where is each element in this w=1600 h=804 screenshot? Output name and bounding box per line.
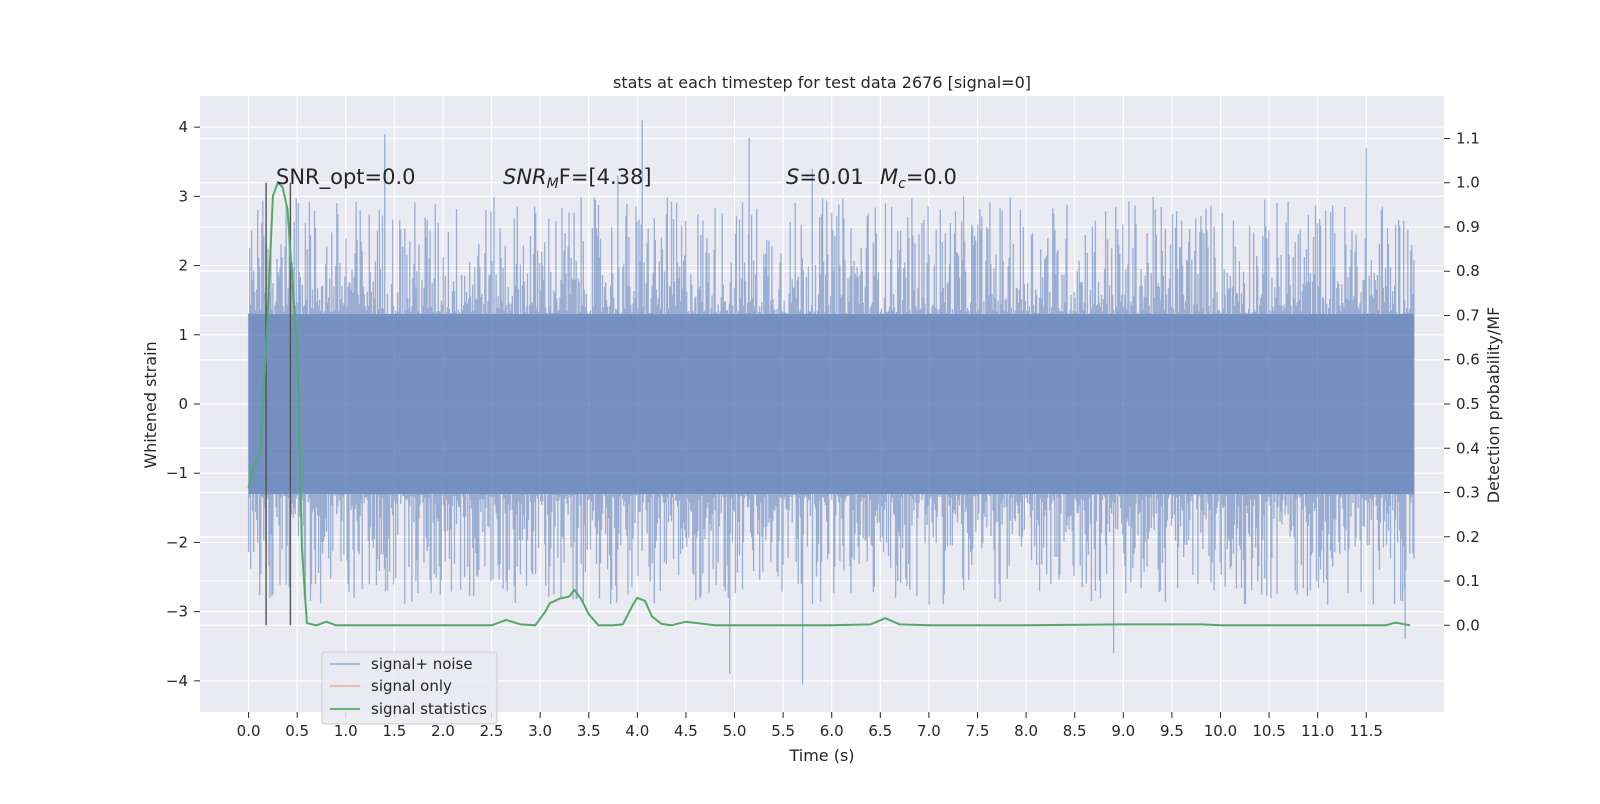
y2-tick-label: 0.9: [1456, 218, 1480, 236]
y-tick-label: 4: [178, 118, 188, 136]
y2-axis-label: Detection probability/MF: [1484, 307, 1503, 504]
noise-trace: [247, 120, 1415, 685]
y2-tick-label: 1.0: [1456, 174, 1480, 192]
x-tick-label: 11.0: [1301, 722, 1334, 740]
statistics-line: [247, 181, 1411, 627]
y2-tick-label: 0.3: [1456, 484, 1480, 502]
y-tick-label: −3: [166, 603, 188, 621]
x-tick-label: 7.5: [966, 722, 990, 740]
x-tick-label: 9.0: [1111, 722, 1135, 740]
x-tick-label: 10.0: [1204, 722, 1237, 740]
series-signal-noise: [247, 120, 1415, 685]
y-tick-label: −2: [166, 533, 188, 551]
y2-tick-label: 0.4: [1456, 439, 1480, 457]
series-signal-statistics: [247, 181, 1411, 627]
y2-tick-label: 0.6: [1456, 351, 1480, 369]
annotation-s: S=0.01: [786, 165, 864, 189]
legend-label-noise: signal+ noise: [371, 655, 473, 673]
y2-tick-label: 1.1: [1456, 129, 1480, 147]
x-axis-label: Time (s): [788, 746, 854, 765]
x-tick-label: 4.0: [625, 722, 649, 740]
y-tick-label: 2: [178, 257, 188, 275]
annotation-mc: Mc=0.0: [880, 165, 957, 192]
legend-frame: [321, 651, 498, 725]
x-tick-label: 7.0: [917, 722, 941, 740]
x-tick-label: 8.0: [1014, 722, 1038, 740]
x-tick-label: 10.5: [1252, 722, 1285, 740]
x-tick-label: 2.5: [480, 722, 504, 740]
y2-tick-label: 0.0: [1456, 616, 1480, 634]
x-tick-label: 6.0: [820, 722, 844, 740]
y-tick-label: 0: [178, 395, 188, 413]
legend: signal+ noise signal only signal statist…: [321, 651, 498, 725]
x-tick-label: 6.5: [868, 722, 892, 740]
y2-tick-label: 0.5: [1456, 395, 1480, 413]
y-tick-label: 3: [178, 187, 188, 205]
x-tick-label: 5.0: [723, 722, 747, 740]
legend-label-signal: signal only: [371, 677, 452, 695]
x-tick-label: 5.5: [771, 722, 795, 740]
x-tick-label: 1.5: [382, 722, 406, 740]
x-tick-label: 3.0: [528, 722, 552, 740]
x-tick-label: 0.5: [285, 722, 309, 740]
x-tick-label: 0.0: [237, 722, 261, 740]
x-tick-label: 9.5: [1160, 722, 1184, 740]
annotation-snr-mf: SNRMF=[4.38]: [503, 165, 652, 192]
y2-tick-label: 0.2: [1456, 528, 1480, 546]
y-tick-label: 1: [178, 326, 188, 344]
y-tick-label: −4: [166, 672, 188, 690]
x-tick-label: 3.5: [577, 722, 601, 740]
y2-tick-label: 0.8: [1456, 262, 1480, 280]
y-axis-label: Whitened strain: [141, 341, 160, 468]
x-tick-label: 2.0: [431, 722, 455, 740]
legend-label-statistics: signal statistics: [371, 700, 487, 718]
y-tick-label: −1: [166, 464, 188, 482]
y2-tick-label: 0.1: [1456, 572, 1480, 590]
y2-tick-label: 0.7: [1456, 306, 1480, 324]
chart-title: stats at each timestep for test data 267…: [613, 73, 1031, 92]
x-tick-label: 1.0: [334, 722, 358, 740]
x-tick-label: 4.5: [674, 722, 698, 740]
annotation-snr-opt: SNR_opt=0.0: [276, 165, 416, 190]
x-tick-label: 11.5: [1350, 722, 1383, 740]
x-tick-label: 8.5: [1063, 722, 1087, 740]
axis-ticks: 0.0 0.5 1.0 1.5 2.0 2.5 3.0 3.5 4.0 4.5 5.0 5.5 6.0 6…: [166, 118, 1480, 740]
